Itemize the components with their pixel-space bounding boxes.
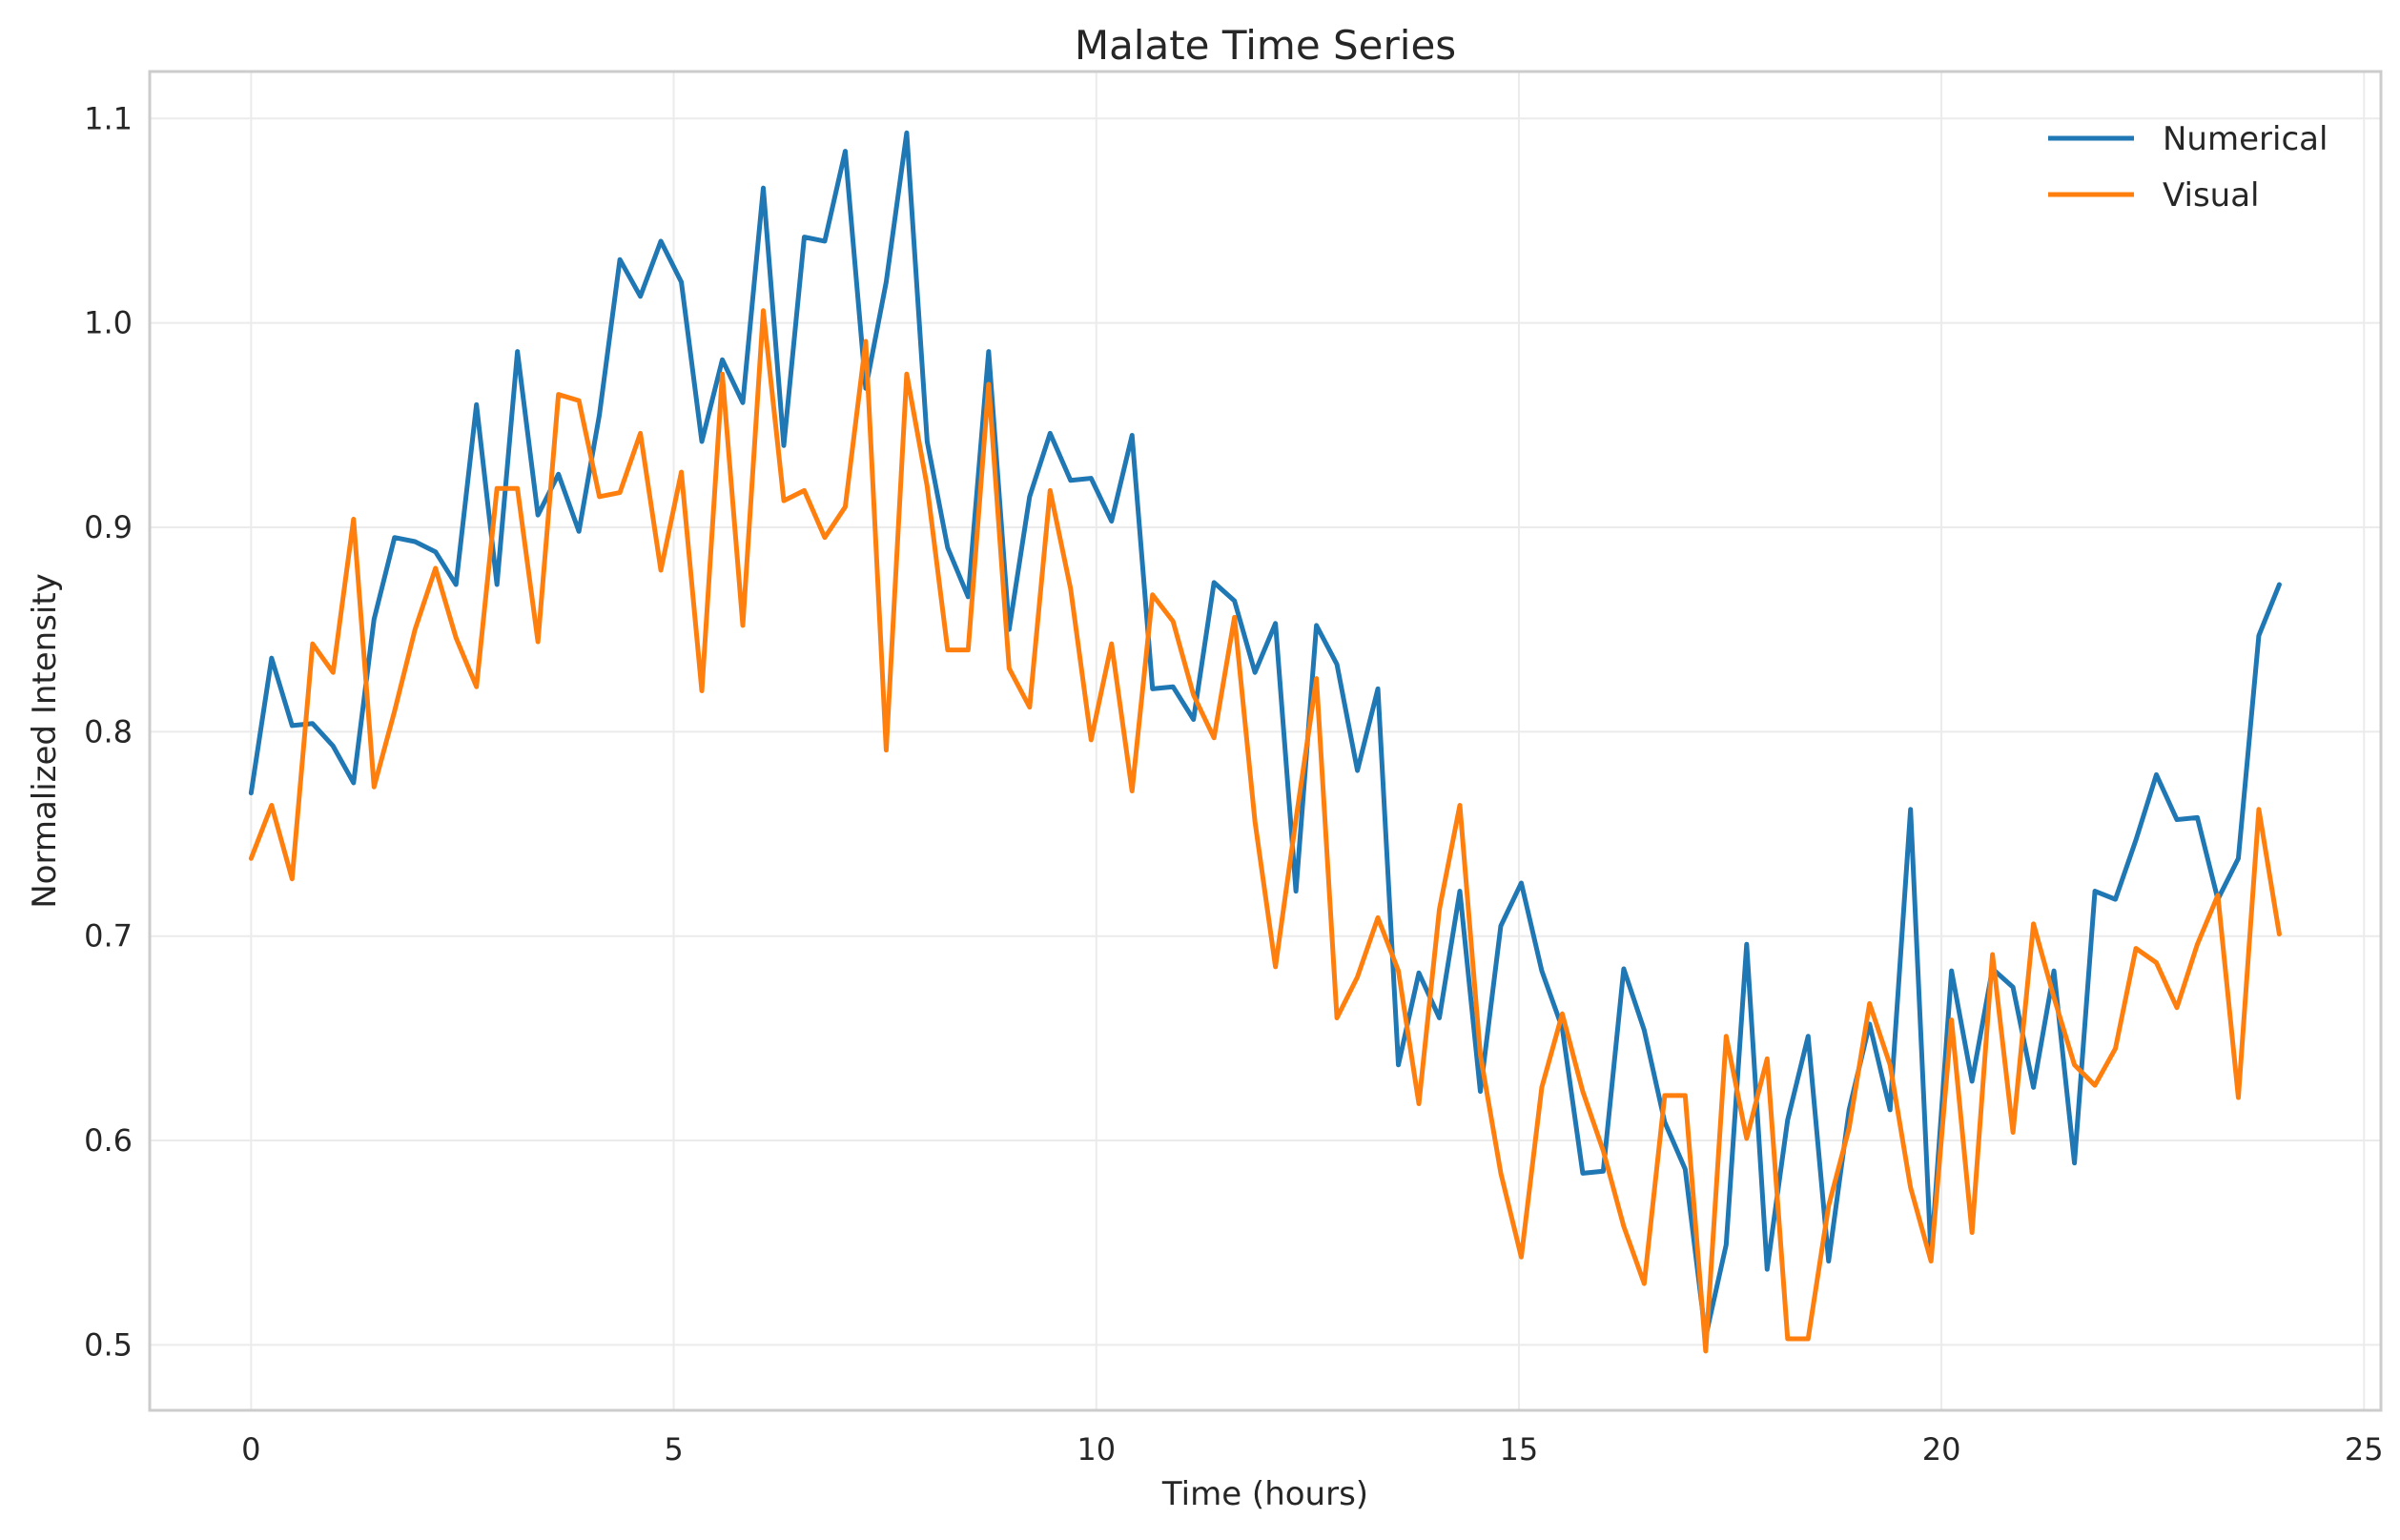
y-axis-label: Normalized Intensity (26, 573, 64, 909)
legend-label-numerical: Numerical (2163, 120, 2328, 158)
x-tick-label: 15 (1500, 1431, 1539, 1468)
y-tick-label: 0.9 (84, 509, 133, 545)
chart-title: Malate Time Series (1075, 22, 1456, 69)
legend-label-visual: Visual (2163, 176, 2260, 215)
x-tick-label: 0 (241, 1431, 260, 1468)
tick-labels: 0 5 10 15 20 25 0.5 0.6 0.7 0.8 0.9 1.0 1.1 (84, 100, 2384, 1468)
y-tick-label: 1.1 (84, 100, 133, 136)
x-tick-label: 25 (2345, 1431, 2384, 1468)
plot-frame (148, 70, 2383, 1412)
x-tick-label: 20 (1922, 1431, 1961, 1468)
legend: Numerical Visual (2048, 120, 2328, 215)
y-tick-label: 0.7 (84, 918, 133, 955)
y-tick-label: 1.0 (84, 305, 133, 341)
series-line-visual (248, 308, 2282, 1354)
y-tick-label: 0.8 (84, 713, 133, 749)
x-tick-label: 5 (664, 1431, 683, 1468)
y-tick-label: 0.6 (84, 1122, 133, 1159)
x-tick-label: 10 (1077, 1431, 1116, 1468)
x-axis-label: Time (hours) (1161, 1475, 1368, 1513)
y-tick-label: 0.5 (84, 1326, 133, 1363)
series-lines (248, 130, 2282, 1354)
